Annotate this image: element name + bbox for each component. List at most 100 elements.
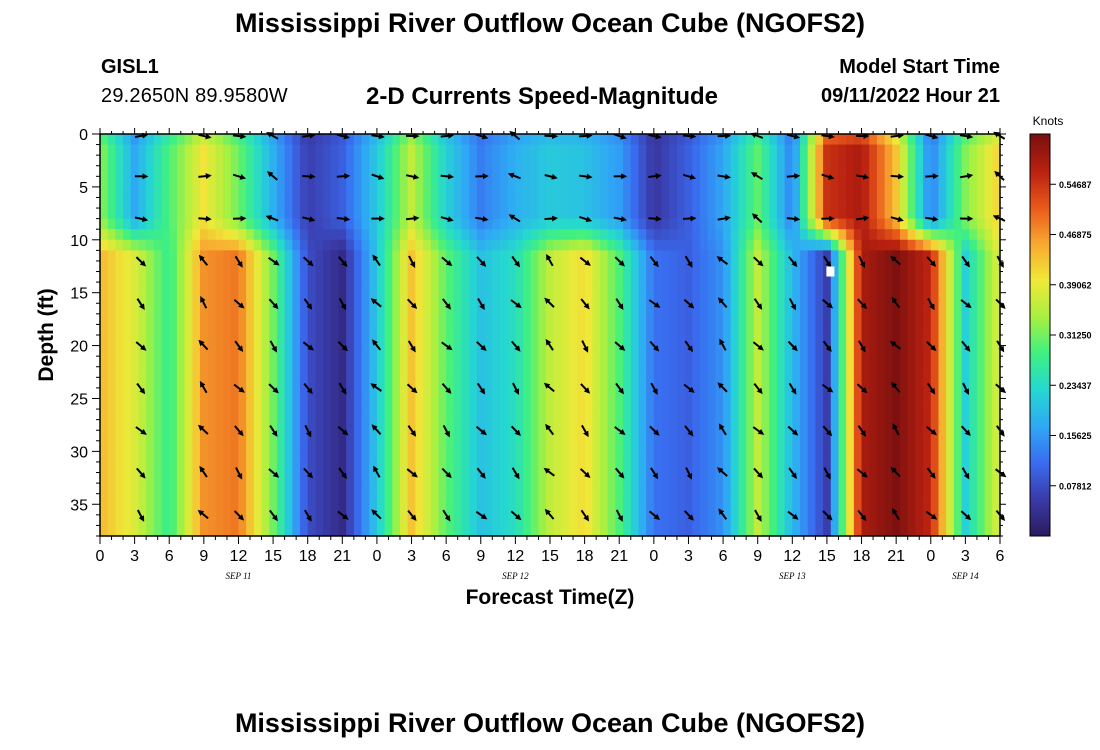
heatmap-cell (784, 430, 793, 442)
heatmap-cell (169, 197, 178, 209)
heatmap-cell (638, 335, 647, 347)
heatmap-cell (338, 144, 347, 156)
heatmap-cell (561, 451, 570, 463)
heatmap-cell (592, 461, 601, 474)
heatmap-cell (769, 250, 778, 262)
heatmap-cell (876, 260, 886, 273)
heatmap-cell (323, 377, 332, 389)
heatmap-cell (853, 260, 863, 273)
heatmap-cell (976, 292, 986, 304)
current-vector-arrow (648, 215, 662, 222)
heatmap-cell (423, 345, 432, 357)
heatmap-cell (115, 197, 124, 209)
heatmap-cell (376, 493, 386, 505)
heatmap-cell (961, 377, 970, 389)
heatmap-cell (838, 451, 847, 463)
heatmap-cell (415, 260, 424, 273)
heatmap-cell (169, 134, 178, 146)
heatmap-cell (630, 483, 640, 495)
current-vector-arrow (442, 298, 452, 310)
heatmap-cell (146, 208, 155, 220)
heatmap-cell (184, 229, 193, 241)
heatmap-cell (546, 324, 555, 336)
heatmap-cell (669, 356, 678, 368)
heatmap-cell (638, 271, 647, 283)
heatmap-cell (530, 335, 540, 347)
heatmap-cell (907, 398, 916, 410)
heatmap-cell (269, 525, 278, 536)
heatmap-cell (176, 239, 186, 251)
heatmap-cell (823, 165, 832, 177)
heatmap-cell (438, 387, 447, 400)
heatmap-cell (623, 430, 632, 442)
heatmap-cell (838, 335, 847, 347)
heatmap-cell (784, 197, 793, 209)
heatmap-cell (192, 250, 201, 262)
heatmap-cell (200, 186, 209, 199)
heatmap-cell (946, 419, 955, 431)
heatmap-cell (576, 250, 586, 262)
heatmap-cell (892, 165, 901, 177)
heatmap-cell (776, 250, 786, 262)
heatmap-cell (330, 483, 340, 495)
heatmap-cell (238, 271, 247, 283)
heatmap-cell (638, 366, 647, 378)
heatmap-cell (646, 144, 655, 156)
heatmap-cell (984, 229, 993, 241)
heatmap-cell (938, 303, 947, 315)
heatmap-cell (684, 313, 693, 326)
heatmap-cell (438, 165, 447, 177)
heatmap-cell (915, 250, 924, 262)
heatmap-cell (853, 324, 863, 336)
heatmap-cell (323, 430, 332, 442)
heatmap-cell (915, 525, 924, 536)
heatmap-cell (130, 409, 140, 421)
heatmap-cell (800, 366, 809, 378)
heatmap-cell (976, 176, 986, 188)
heatmap-cell (946, 208, 955, 220)
heatmap-cell (546, 356, 555, 368)
heatmap-cell (884, 292, 893, 304)
heatmap-cell (107, 472, 116, 484)
x-tick-label: 18 (299, 548, 317, 565)
current-vector-arrows (134, 130, 1007, 522)
heatmap-cell (792, 440, 801, 452)
heatmap-cell (292, 176, 301, 188)
heatmap-cell (423, 176, 432, 188)
heatmap-cell (507, 186, 516, 199)
heatmap-cell (484, 514, 493, 527)
heatmap-cell (353, 440, 363, 452)
heatmap-cell (938, 208, 947, 220)
heatmap-cell (953, 313, 963, 326)
heatmap-cell (338, 186, 347, 199)
heatmap-cell (507, 345, 516, 357)
heatmap-cell (561, 313, 570, 326)
heatmap-cell (930, 451, 940, 463)
heatmap-cell (853, 271, 863, 283)
heatmap-cell (653, 356, 663, 368)
heatmap-cell (746, 419, 755, 431)
heatmap-cell (484, 144, 493, 156)
heatmap-cell (292, 250, 301, 262)
heatmap-cell (207, 335, 216, 347)
heatmap-cell (869, 472, 878, 484)
heatmap-cell (453, 165, 463, 177)
heatmap-cell (246, 461, 255, 474)
heatmap-cell (323, 335, 332, 347)
heatmap-cell (630, 218, 640, 230)
heatmap-cell (815, 387, 824, 400)
heatmap-cell (500, 292, 509, 304)
heatmap-cell (523, 282, 532, 294)
heatmap-cell (969, 208, 978, 220)
heatmap-cell (107, 271, 116, 283)
heatmap-cell (546, 514, 555, 527)
heatmap-cell (661, 345, 670, 357)
heatmap-cell (669, 197, 678, 209)
heatmap-cell (476, 229, 486, 241)
heatmap-cell (607, 514, 616, 527)
heatmap-cell (284, 504, 293, 516)
heatmap-cell (853, 229, 863, 241)
heatmap-cell (976, 387, 986, 400)
heatmap-cell (115, 303, 124, 315)
heatmap-cell (807, 313, 816, 326)
